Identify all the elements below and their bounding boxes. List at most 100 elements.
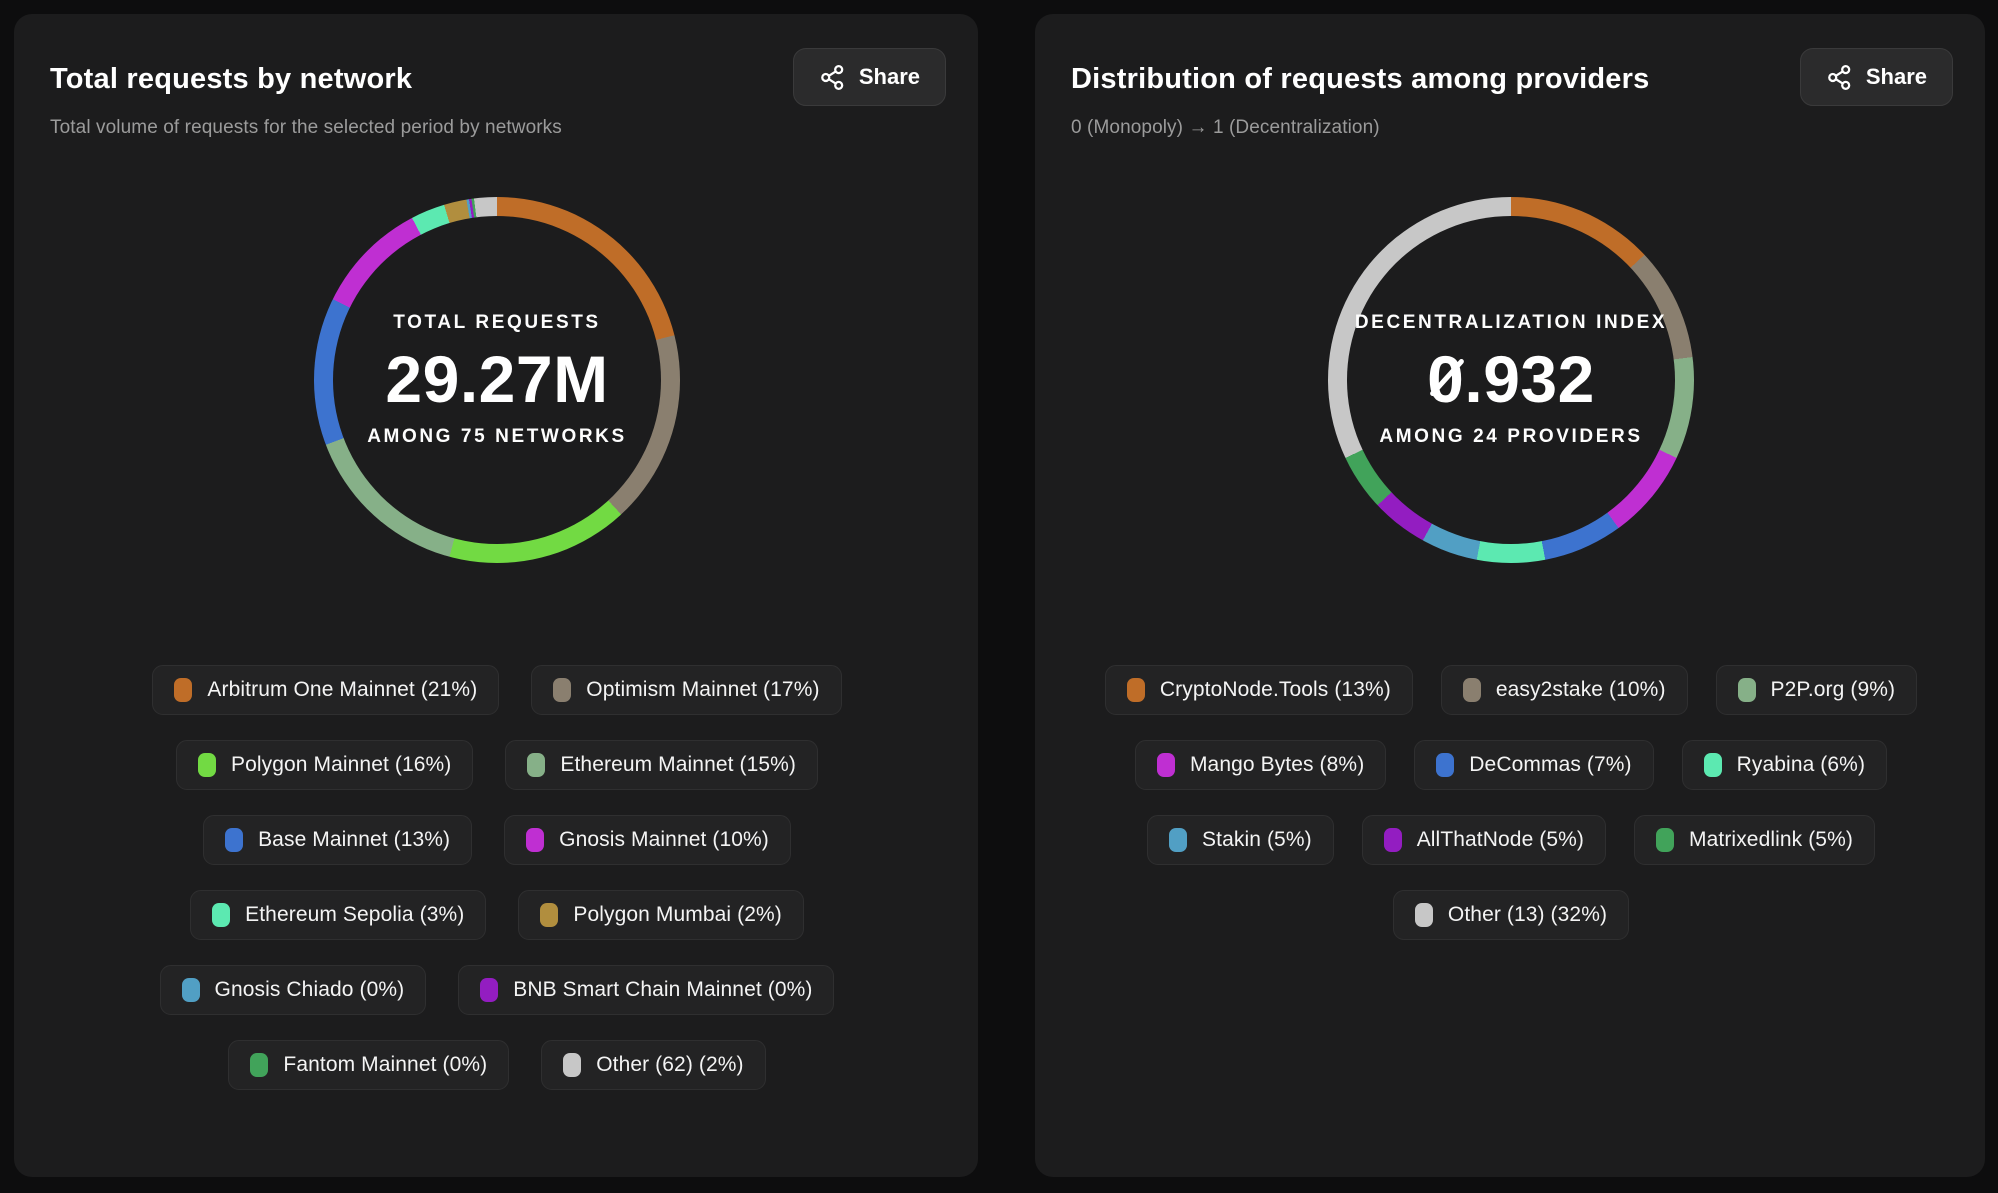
legend-chip-label: Ryabina (6%) xyxy=(1736,752,1866,776)
share-button-label: Share xyxy=(858,64,920,89)
legend-chip-label: Matrixedlink (5%) xyxy=(1689,827,1853,851)
legend-chip[interactable]: P2P.org (9%) xyxy=(1715,664,1918,715)
legend-row: Fantom Mainnet (0%) Other (62) (2%) xyxy=(228,1039,766,1090)
legend-swatch-icon xyxy=(174,677,193,702)
legend-chip[interactable]: Polygon Mumbai (2%) xyxy=(518,889,804,940)
share-nodes-icon xyxy=(819,64,846,91)
legend-chip[interactable]: Fantom Mainnet (0%) xyxy=(228,1039,510,1090)
share-button-label: Share xyxy=(1865,64,1927,89)
legend-swatch-icon xyxy=(553,677,572,702)
legend-chip[interactable]: BNB Smart Chain Mainnet (0%) xyxy=(458,964,835,1015)
legend-chip-label: Polygon Mainnet (16%) xyxy=(230,752,452,776)
providers-legend: CryptoNode.Tools (13%) easy2stake (10%) P2… xyxy=(1071,664,1951,940)
legend-chip-label: BNB Smart Chain Mainnet (0%) xyxy=(513,977,813,1001)
legend-swatch-icon xyxy=(1462,677,1481,702)
legend-swatch-icon xyxy=(1703,752,1722,777)
legend-chip-label: Gnosis Mainnet (10%) xyxy=(559,827,769,851)
legend-chip[interactable]: Ethereum Sepolia (3%) xyxy=(190,889,487,940)
legend-chip[interactable]: Base Mainnet (13%) xyxy=(203,814,473,865)
legend-chip[interactable]: easy2stake (10%) xyxy=(1440,664,1688,715)
legend-row: Mango Bytes (8%) DeCommas (7%) Ryabina (6%… xyxy=(1134,739,1888,790)
networks-donut-chart: TOTAL REQUESTS 29.27M AMONG 75 NETWORKS xyxy=(314,196,680,563)
card-distribution-among-providers: Distribution of requests among providers… xyxy=(1035,14,1985,1177)
legend-chip-label: Ethereum Sepolia (3%) xyxy=(245,902,465,926)
legend-swatch-icon xyxy=(1737,677,1756,702)
legend-chip[interactable]: CryptoNode.Tools (13%) xyxy=(1104,664,1413,715)
legend-chip-label: Base Mainnet (13%) xyxy=(258,827,451,851)
share-button[interactable]: Share xyxy=(792,48,946,106)
donut-center-text: TOTAL REQUESTS 29.27M AMONG 75 NETWORKS xyxy=(314,197,680,563)
share-button[interactable]: Share xyxy=(1799,48,1953,106)
providers-donut-chart: DECENTRALIZATION INDEX 0.932 AMONG 24 PR… xyxy=(1328,196,1694,563)
legend-swatch-icon xyxy=(212,902,231,927)
legend-chip-label: Other (62) (2%) xyxy=(596,1052,744,1076)
legend-chip-label: AllThatNode (5%) xyxy=(1416,827,1585,851)
legend-swatch-icon xyxy=(1156,752,1175,777)
legend-chip-label: Gnosis Chiado (0%) xyxy=(214,977,405,1001)
legend-chip[interactable]: DeCommas (7%) xyxy=(1414,739,1654,790)
donut-value: 0.932 xyxy=(1427,346,1595,412)
legend-swatch-icon xyxy=(527,752,546,777)
legend-chip[interactable]: Optimism Mainnet (17%) xyxy=(531,664,842,715)
legend-swatch-icon xyxy=(563,1052,582,1077)
legend-swatch-icon xyxy=(1126,677,1145,702)
legend-row: Other (13) (32%) xyxy=(1392,889,1630,940)
card-subtitle: Total volume of requests for the selecte… xyxy=(50,116,562,138)
donut-hole xyxy=(1347,215,1675,544)
legend-chip[interactable]: Other (13) (32%) xyxy=(1392,889,1630,940)
legend-chip-label: Mango Bytes (8%) xyxy=(1189,752,1365,776)
legend-swatch-icon xyxy=(1383,827,1402,852)
legend-chip-label: P2P.org (9%) xyxy=(1770,677,1896,701)
legend-chip-label: Fantom Mainnet (0%) xyxy=(283,1052,488,1076)
legend-chip[interactable]: Matrixedlink (5%) xyxy=(1634,814,1875,865)
legend-chip-label: Other (13) (32%) xyxy=(1447,902,1608,926)
legend-swatch-icon xyxy=(250,1052,269,1077)
legend-chip[interactable]: Ethereum Mainnet (15%) xyxy=(505,739,819,790)
legend-swatch-icon xyxy=(526,827,545,852)
legend-row: Arbitrum One Mainnet (21%) Optimism Mainn… xyxy=(152,664,842,715)
donut-top-label: DECENTRALIZATION INDEX xyxy=(1354,311,1668,333)
legend-swatch-icon xyxy=(1414,902,1433,927)
legend-chip[interactable]: Gnosis Mainnet (10%) xyxy=(504,814,791,865)
legend-row: Gnosis Chiado (0%) BNB Smart Chain Mainne… xyxy=(159,964,835,1015)
legend-swatch-icon xyxy=(225,827,244,852)
donut-top-label: TOTAL REQUESTS xyxy=(393,311,601,333)
legend-chip-label: Ethereum Mainnet (15%) xyxy=(560,752,797,776)
donut-value-text: 0.932 xyxy=(1427,341,1595,416)
legend-row: Ethereum Sepolia (3%) Polygon Mumbai (2%) xyxy=(190,889,804,940)
legend-swatch-icon xyxy=(197,752,216,777)
donut-bottom-label: AMONG 75 NETWORKS xyxy=(367,425,627,447)
card-total-requests-by-network: Total requests by network Total volume o… xyxy=(14,14,978,1177)
legend-row: Polygon Mainnet (16%) Ethereum Mainnet (1… xyxy=(175,739,819,790)
legend-chip-label: Stakin (5%) xyxy=(1202,827,1312,851)
legend-swatch-icon xyxy=(1656,827,1675,852)
card-header-text: Distribution of requests among providers… xyxy=(1071,48,1649,139)
legend-chip[interactable]: Mango Bytes (8%) xyxy=(1134,739,1387,790)
legend-chip[interactable]: Stakin (5%) xyxy=(1147,814,1334,865)
legend-chip[interactable]: Gnosis Chiado (0%) xyxy=(159,964,427,1015)
legend-row: CryptoNode.Tools (13%) easy2stake (10%) P2… xyxy=(1104,664,1918,715)
card-title: Total requests by network xyxy=(50,63,413,95)
card-header: Total requests by network Total volume o… xyxy=(50,48,946,139)
legend-chip-label: easy2stake (10%) xyxy=(1495,677,1666,701)
card-subtitle: 0 (Monopoly) → 1 (Decentralization) xyxy=(1071,116,1380,138)
share-nodes-icon xyxy=(1826,64,1853,91)
legend-chip-label: Arbitrum One Mainnet (21%) xyxy=(207,677,478,701)
legend-chip-label: CryptoNode.Tools (13%) xyxy=(1159,677,1391,701)
legend-chip[interactable]: Arbitrum One Mainnet (21%) xyxy=(152,664,500,715)
donut-bottom-label: AMONG 24 PROVIDERS xyxy=(1379,425,1643,447)
legend-chip[interactable]: AllThatNode (5%) xyxy=(1361,814,1607,865)
legend-chip[interactable]: Ryabina (6%) xyxy=(1681,739,1888,790)
legend-row: Base Mainnet (13%) Gnosis Mainnet (10%) xyxy=(203,814,791,865)
legend-chip-label: Polygon Mumbai (2%) xyxy=(573,902,782,926)
legend-chip-label: DeCommas (7%) xyxy=(1469,752,1632,776)
legend-chip-label: Optimism Mainnet (17%) xyxy=(586,677,820,701)
donut-center-text: DECENTRALIZATION INDEX 0.932 AMONG 24 PR… xyxy=(1328,197,1694,563)
legend-chip[interactable]: Other (62) (2%) xyxy=(541,1039,766,1090)
legend-chip[interactable]: Polygon Mainnet (16%) xyxy=(175,739,474,790)
legend-swatch-icon xyxy=(181,977,200,1002)
card-header-text: Total requests by network Total volume o… xyxy=(50,48,562,139)
networks-legend: Arbitrum One Mainnet (21%) Optimism Mainn… xyxy=(50,664,944,1090)
legend-row: Stakin (5%) AllThatNode (5%) Matrixedlink … xyxy=(1147,814,1875,865)
